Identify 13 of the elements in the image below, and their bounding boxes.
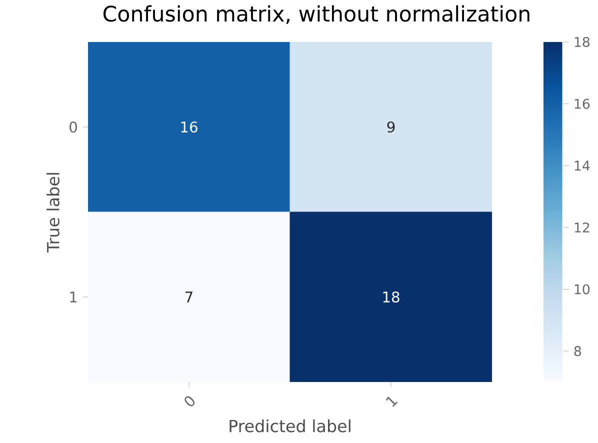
color-bar-label: 8 bbox=[574, 346, 581, 356]
x-axis-title: Predicted label bbox=[230, 419, 350, 432]
data-label: 18 bbox=[383, 291, 400, 303]
color-bar-label: 16 bbox=[574, 98, 590, 109]
color-bar-label: 18 bbox=[574, 36, 590, 48]
color-bar-label: 14 bbox=[574, 160, 590, 170]
chart-title: Confusion matrix, without normalization bbox=[103, 5, 530, 24]
color-bar-label: 10 bbox=[574, 284, 590, 294]
data-label: 9 bbox=[387, 121, 395, 133]
data-label: 16 bbox=[181, 121, 198, 133]
y-axis-title: True label bbox=[46, 173, 60, 253]
color-bar-label: 12 bbox=[574, 222, 590, 232]
data-label: 7 bbox=[186, 292, 192, 302]
